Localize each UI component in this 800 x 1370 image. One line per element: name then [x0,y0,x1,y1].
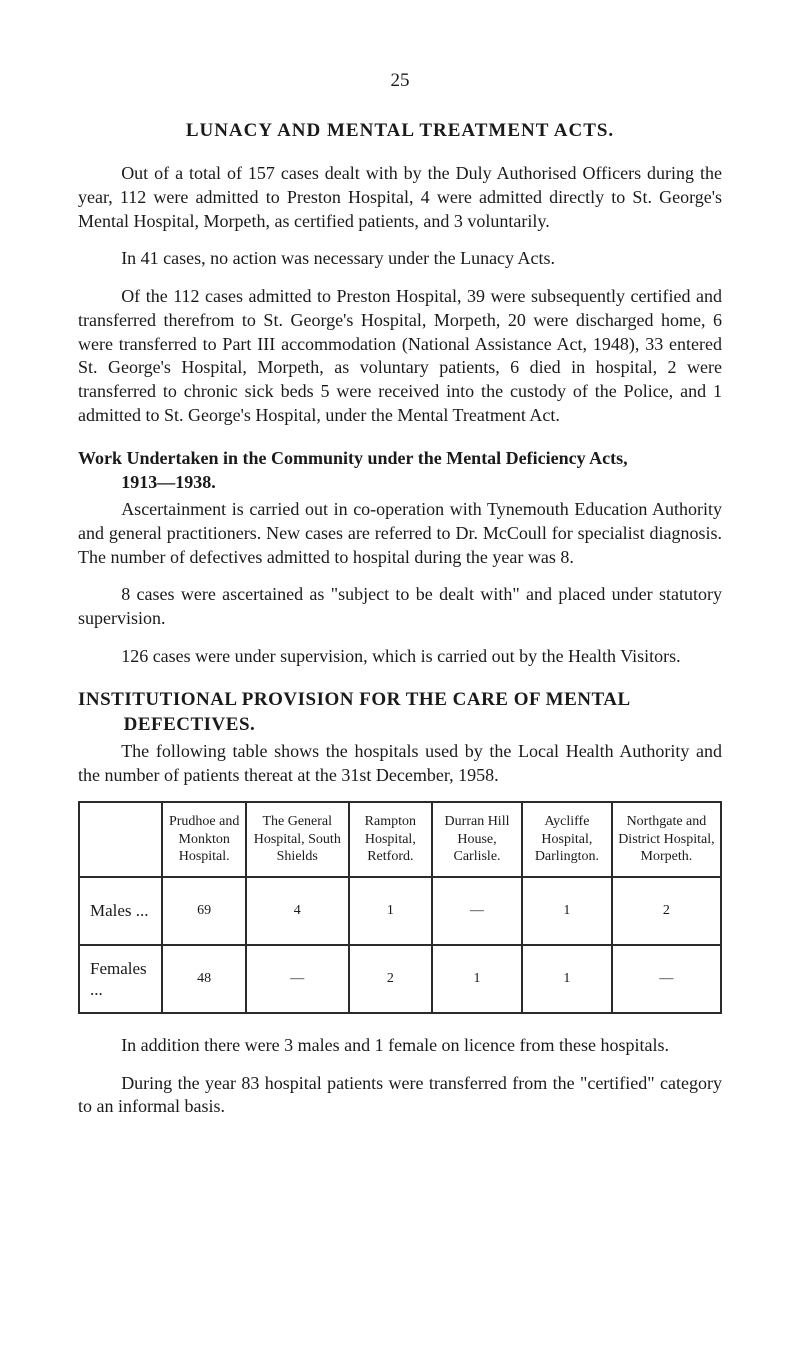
paragraph-6: 126 cases were under supervision, which … [78,645,722,669]
paragraph-8: In addition there were 3 males and 1 fem… [78,1034,722,1058]
section-heading-line-2: DEFECTIVES. [124,712,722,738]
paragraph-4: Ascertainment is carried out in co-opera… [78,498,722,569]
table-header-rampton: Rampton Hospital, Retford. [349,802,432,877]
paragraph-2: In 41 cases, no action was necessary und… [78,247,722,271]
hospitals-table: Prudhoe and Monkton Hospital. The Genera… [78,801,722,1014]
cell: — [612,945,721,1013]
table-header-durran: Durran Hill House, Carlisle. [432,802,522,877]
cell: 2 [612,877,721,945]
table-header-blank [79,802,162,877]
page-container: 25 LUNACY AND MENTAL TREATMENT ACTS. Out… [0,0,800,1193]
cell: 1 [522,945,612,1013]
page-number: 25 [78,70,722,92]
table-header-row: Prudhoe and Monkton Hospital. The Genera… [79,802,721,877]
main-title: LUNACY AND MENTAL TREATMENT ACTS. [78,120,722,142]
table-row-males: Males ... 69 4 1 — 1 2 [79,877,721,945]
paragraph-7: The following table shows the hospitals … [78,740,722,788]
cell: 1 [432,945,522,1013]
paragraph-1: Out of a total of 157 cases dealt with b… [78,162,722,233]
paragraph-5: 8 cases were ascertained as "subject to … [78,583,722,631]
section-heading-institutional: INSTITUTIONAL PROVISION FOR THE CARE OF … [78,687,722,738]
paragraph-3: Of the 112 cases admitted to Preston Hos… [78,285,722,428]
sub-heading-line-1: Work Undertaken in the Community under t… [78,448,628,468]
cell: 48 [162,945,245,1013]
table-header-general: The General Hospital, South Shields [246,802,349,877]
cell: 1 [349,877,432,945]
sub-heading-work-undertaken: Work Undertaken in the Community under t… [78,446,722,495]
section-heading-line-1: INSTITUTIONAL PROVISION FOR THE CARE OF … [78,689,631,710]
cell: 4 [246,877,349,945]
cell: — [246,945,349,1013]
row-label-females: Females ... [79,945,162,1013]
table-header-aycliffe: Aycliffe Hospital, Darlington. [522,802,612,877]
cell: 1 [522,877,612,945]
cell: 69 [162,877,245,945]
table-header-northgate: Northgate and District Hospital, Morpeth… [612,802,721,877]
cell: 2 [349,945,432,1013]
table-header-prudhoe: Prudhoe and Monkton Hospital. [162,802,245,877]
sub-heading-line-2: 1913—1938. [121,470,722,494]
table-row-females: Females ... 48 — 2 1 1 — [79,945,721,1013]
row-label-males: Males ... [79,877,162,945]
paragraph-9: During the year 83 hospital patients wer… [78,1072,722,1120]
cell: — [432,877,522,945]
